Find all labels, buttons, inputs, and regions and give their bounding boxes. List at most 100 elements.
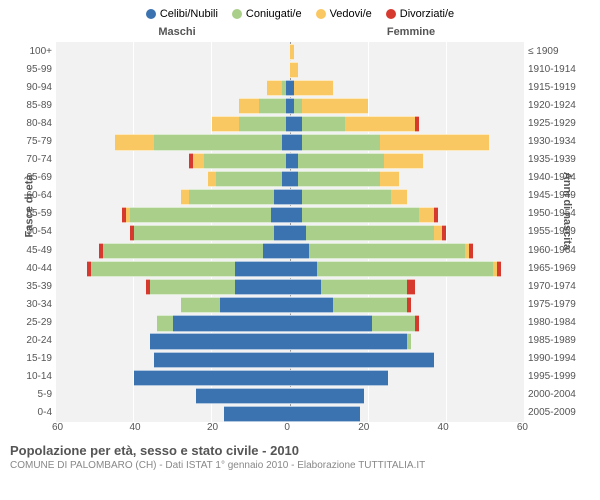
bar-segment xyxy=(309,243,465,259)
year-label: 1955-1959 xyxy=(528,223,590,241)
x-tick: 60 xyxy=(52,422,63,433)
bar-segment xyxy=(317,261,493,277)
age-label: 95-99 xyxy=(10,60,52,78)
bar-segment xyxy=(196,388,290,404)
year-label: 1925-1929 xyxy=(528,114,590,132)
bar-segment xyxy=(290,279,321,295)
bar-segment xyxy=(407,279,415,295)
bar-segment xyxy=(419,207,435,223)
age-label: 45-49 xyxy=(10,241,52,259)
bar-segment xyxy=(290,44,294,60)
age-label: 40-44 xyxy=(10,259,52,277)
bar-segment xyxy=(103,243,263,259)
bar-segment xyxy=(290,153,298,169)
bar-row xyxy=(56,259,524,277)
year-label: 1915-1919 xyxy=(528,78,590,96)
bar-segment xyxy=(150,333,290,349)
bar-segment xyxy=(134,370,290,386)
bar-segment xyxy=(239,116,286,132)
year-label: 1940-1944 xyxy=(528,169,590,187)
bar-segment xyxy=(407,333,411,349)
chart-title: Popolazione per età, sesso e stato civil… xyxy=(10,443,590,458)
bar-segment xyxy=(181,297,220,313)
bar-row xyxy=(56,96,524,114)
bar-segment xyxy=(298,171,380,187)
year-label: ≤ 1909 xyxy=(528,42,590,60)
year-label: 1920-1924 xyxy=(528,96,590,114)
bar-row xyxy=(56,350,524,368)
age-label: 5-9 xyxy=(10,386,52,404)
bar-row xyxy=(56,223,524,241)
chart-container: Fasce di età Anni di nascita Celibi/Nubi… xyxy=(0,0,600,500)
bar-row xyxy=(56,169,524,187)
bar-segment xyxy=(290,225,306,241)
bar-segment xyxy=(224,406,290,422)
chart-area: 100+95-9990-9485-8980-8475-7970-7465-696… xyxy=(10,42,590,422)
legend-item: Celibi/Nubili xyxy=(146,8,218,20)
year-label: 1965-1969 xyxy=(528,259,590,277)
bar-segment xyxy=(294,98,302,114)
chart-subtitle: COMUNE DI PALOMBARO (CH) - Dati ISTAT 1°… xyxy=(10,460,590,471)
bar-segment xyxy=(290,297,333,313)
bar-segment xyxy=(302,116,345,132)
y-axis-left-label: Fasce di età xyxy=(23,175,35,238)
bar-segment xyxy=(391,189,407,205)
female-header: Femmine xyxy=(294,26,528,38)
legend-dot-icon xyxy=(232,9,242,19)
year-label: 1990-1994 xyxy=(528,350,590,368)
age-label: 25-29 xyxy=(10,313,52,331)
bar-segment xyxy=(415,116,419,132)
bar-row xyxy=(56,78,524,96)
bar-segment xyxy=(274,189,290,205)
x-tick: 20 xyxy=(358,422,369,433)
legend-dot-icon xyxy=(316,9,326,19)
bar-segment xyxy=(259,98,286,114)
legend: Celibi/NubiliConiugati/eVedovi/eDivorzia… xyxy=(10,8,590,20)
bar-row xyxy=(56,241,524,259)
year-label: 1950-1954 xyxy=(528,205,590,223)
bar-segment xyxy=(282,134,290,150)
bar-segment xyxy=(290,388,364,404)
bar-segment xyxy=(157,315,173,331)
legend-label: Celibi/Nubili xyxy=(160,8,218,20)
age-label: 15-19 xyxy=(10,350,52,368)
bar-segment xyxy=(306,225,435,241)
year-label: 1975-1979 xyxy=(528,295,590,313)
age-label: 0-4 xyxy=(10,404,52,422)
bar-segment xyxy=(189,189,275,205)
year-label: 1945-1949 xyxy=(528,187,590,205)
year-label: 1995-1999 xyxy=(528,368,590,386)
year-label: 1970-1974 xyxy=(528,277,590,295)
bar-segment xyxy=(415,315,419,331)
year-label: 1980-1984 xyxy=(528,313,590,331)
bar-segment xyxy=(173,315,290,331)
bar-segment xyxy=(239,98,258,114)
bar-row xyxy=(56,313,524,331)
age-label: 10-14 xyxy=(10,368,52,386)
bar-row xyxy=(56,60,524,78)
bar-segment xyxy=(91,261,235,277)
year-label: 2000-2004 xyxy=(528,386,590,404)
bar-segment xyxy=(294,80,333,96)
y-axis-right: ≤ 19091910-19141915-19191920-19241925-19… xyxy=(524,42,590,422)
bar-segment xyxy=(290,116,302,132)
bar-segment xyxy=(302,98,368,114)
bar-segment xyxy=(267,80,283,96)
bar-segment xyxy=(434,207,438,223)
bar-segment xyxy=(302,207,419,223)
bar-row xyxy=(56,295,524,313)
bar-segment xyxy=(115,134,154,150)
bar-segment xyxy=(290,406,360,422)
y-axis-right-label: Anni di nascita xyxy=(561,172,573,250)
x-tick: 40 xyxy=(129,422,140,433)
bar-segment xyxy=(290,207,302,223)
x-axis: 6040200204060 xyxy=(52,422,528,433)
bar-row xyxy=(56,42,524,60)
bar-segment xyxy=(290,134,302,150)
age-label: 35-39 xyxy=(10,277,52,295)
bar-row xyxy=(56,277,524,295)
bar-segment xyxy=(154,352,291,368)
bar-segment xyxy=(290,261,317,277)
x-tick: 60 xyxy=(517,422,528,433)
age-label: 80-84 xyxy=(10,114,52,132)
